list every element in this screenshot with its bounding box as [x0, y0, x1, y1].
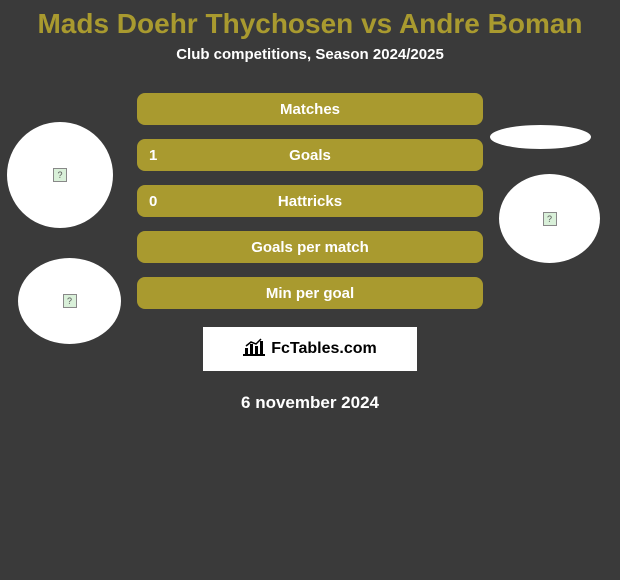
date-text: 6 november 2024: [0, 393, 620, 413]
stat-label: Min per goal: [266, 285, 354, 302]
player-right-ellipse: [490, 125, 591, 149]
page-subtitle: Club competitions, Season 2024/2025: [0, 46, 620, 63]
logo-box: FcTables.com: [203, 327, 417, 371]
page-title: Mads Doehr Thychosen vs Andre Boman: [0, 0, 620, 40]
stat-bar: Goals per match: [137, 231, 483, 263]
stat-label: Hattricks: [278, 193, 342, 210]
stat-row: Matches: [0, 93, 620, 125]
stat-label: Goals: [289, 147, 331, 164]
logo-text: FcTables.com: [271, 340, 377, 358]
stat-left-value: 0: [149, 193, 157, 210]
player-left-circle-top: ?: [7, 122, 113, 228]
player-left-circle-bottom: ?: [18, 258, 121, 344]
stat-label: Matches: [280, 101, 340, 118]
stat-bar: Min per goal: [137, 277, 483, 309]
placeholder-icon: ?: [53, 168, 67, 182]
stat-bar: Matches: [137, 93, 483, 125]
stat-label: Goals per match: [251, 239, 369, 256]
placeholder-icon: ?: [63, 294, 77, 308]
stat-bar: Goals 1: [137, 139, 483, 171]
placeholder-icon: ?: [543, 212, 557, 226]
player-right-circle: ?: [499, 174, 600, 263]
stat-bar: Hattricks 0: [137, 185, 483, 217]
stat-left-value: 1: [149, 147, 157, 164]
chart-icon: [243, 338, 265, 361]
